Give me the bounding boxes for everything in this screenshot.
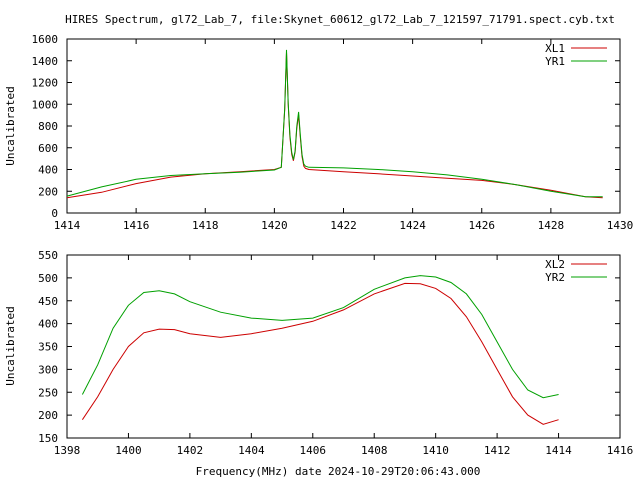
legend-label-xl1: XL1 bbox=[545, 42, 565, 55]
lower-xtick-label: 1402 bbox=[177, 444, 204, 457]
upper-plot: 1414 1416 1418 1420 1422 1424 1426 1428 1430 0 200… bbox=[4, 33, 633, 232]
lower-ylabel: Uncalibrated bbox=[4, 306, 17, 385]
legend-label-yr2: YR2 bbox=[545, 271, 565, 284]
lower-ytick-label: 350 bbox=[38, 341, 58, 354]
lower-plot: 1398 1400 1402 1404 1406 1408 1410 1412 1414 1416… bbox=[4, 249, 633, 478]
lower-xtick-label: 1404 bbox=[238, 444, 265, 457]
lower-plot-frame bbox=[66, 254, 621, 439]
lower-ytick-label: 200 bbox=[38, 409, 58, 422]
lower-plot-ticks: 1398 1400 1402 1404 1406 1408 1410 1412 1414 1416… bbox=[38, 249, 633, 457]
upper-plot-frame bbox=[66, 38, 621, 214]
upper-xtick-label: 1424 bbox=[399, 219, 426, 232]
upper-legend: XL1 YR1 bbox=[545, 42, 607, 68]
lower-ytick-label: 300 bbox=[38, 363, 58, 376]
upper-ytick-label: 1000 bbox=[32, 98, 59, 111]
upper-ytick-label: 400 bbox=[38, 164, 58, 177]
series-line-yr1 bbox=[66, 49, 603, 198]
lower-xtick-label: 1406 bbox=[300, 444, 327, 457]
lower-ytick-label: 500 bbox=[38, 272, 58, 285]
lower-xtick-label: 1414 bbox=[545, 444, 572, 457]
upper-xtick-label: 1420 bbox=[261, 219, 288, 232]
series-line-xl1 bbox=[66, 51, 603, 199]
lower-xtick-label: 1412 bbox=[484, 444, 511, 457]
upper-ylabel: Uncalibrated bbox=[4, 86, 17, 165]
upper-ytick-label: 800 bbox=[38, 120, 58, 133]
lower-xtick-label: 1408 bbox=[361, 444, 388, 457]
lower-ytick-label: 150 bbox=[38, 432, 58, 445]
upper-xtick-label: 1418 bbox=[192, 219, 219, 232]
upper-xtick-label: 1416 bbox=[123, 219, 150, 232]
legend-label-xl2: XL2 bbox=[545, 258, 565, 271]
upper-xtick-label: 1414 bbox=[54, 219, 81, 232]
lower-ytick-label: 450 bbox=[38, 295, 58, 308]
upper-xtick-label: 1430 bbox=[607, 219, 634, 232]
upper-xtick-label: 1422 bbox=[330, 219, 357, 232]
lower-ytick-label: 550 bbox=[38, 249, 58, 262]
upper-plot-ticks: 1414 1416 1418 1420 1422 1424 1426 1428 1430 0 200… bbox=[32, 33, 634, 232]
upper-ytick-label: 1600 bbox=[32, 33, 59, 46]
lower-xtick-label: 1416 bbox=[607, 444, 634, 457]
upper-ytick-label: 1200 bbox=[32, 77, 59, 90]
upper-ytick-label: 1400 bbox=[32, 55, 59, 68]
upper-ytick-label: 0 bbox=[51, 207, 58, 220]
upper-xtick-label: 1426 bbox=[469, 219, 496, 232]
lower-ytick-label: 400 bbox=[38, 318, 58, 331]
lower-ytick-label: 250 bbox=[38, 386, 58, 399]
series-line-xl2 bbox=[81, 282, 559, 425]
lower-xtick-label: 1398 bbox=[54, 444, 81, 457]
lower-plot-series bbox=[81, 275, 559, 425]
upper-ytick-label: 200 bbox=[38, 185, 58, 198]
lower-xtick-label: 1400 bbox=[115, 444, 142, 457]
upper-xtick-label: 1428 bbox=[538, 219, 565, 232]
lower-xtick-label: 1410 bbox=[422, 444, 449, 457]
x-axis-label: Frequency(MHz) date 2024-10-29T20:06:43.… bbox=[196, 465, 481, 478]
series-line-yr2 bbox=[81, 275, 559, 399]
legend-label-yr1: YR1 bbox=[545, 55, 565, 68]
upper-ytick-label: 600 bbox=[38, 142, 58, 155]
upper-plot-series bbox=[66, 49, 603, 199]
figure-title: HIRES Spectrum, gl72_Lab_7, file:Skynet_… bbox=[65, 13, 615, 26]
lower-legend: XL2 YR2 bbox=[545, 258, 607, 284]
